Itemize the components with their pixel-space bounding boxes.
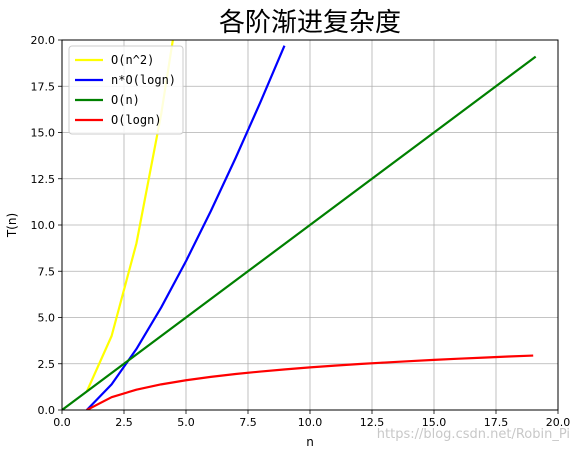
series-line-o-logn bbox=[86, 354, 534, 410]
y-tick-label: 12.5 bbox=[31, 173, 56, 186]
y-axis-label: T(n) bbox=[5, 213, 19, 238]
series-line-o-n bbox=[62, 55, 537, 410]
legend-label: n*O(logn) bbox=[111, 73, 176, 87]
legend-label: O(n) bbox=[111, 93, 140, 107]
x-tick-label: 5.0 bbox=[177, 416, 195, 429]
chart-title: 各阶渐进复杂度 bbox=[219, 8, 401, 38]
series-line-n-o-logn bbox=[86, 45, 286, 410]
legend: O(n^2) n*O(logn) O(n) O(logn) bbox=[68, 45, 184, 135]
x-tick-label: 12.5 bbox=[360, 416, 385, 429]
x-tick-label: 10.0 bbox=[298, 416, 323, 429]
x-tick-label: 0.0 bbox=[53, 416, 71, 429]
y-tick-label: 10.0 bbox=[31, 219, 56, 232]
y-tick-label: 20.0 bbox=[31, 34, 56, 47]
y-tick-label: 17.5 bbox=[31, 80, 56, 93]
y-tick-label: 0.0 bbox=[38, 404, 56, 417]
legend-label: O(logn) bbox=[111, 113, 162, 127]
x-tick-label: 7.5 bbox=[239, 416, 257, 429]
y-tick-label: 5.0 bbox=[38, 312, 56, 325]
ticks: 0.0 2.5 5.0 7.5 10.0 12.5 15.0 17.5 20.0 0.0 2.5 5.… bbox=[31, 34, 571, 429]
x-tick-label: 20.0 bbox=[546, 416, 571, 429]
y-tick-label: 2.5 bbox=[38, 358, 56, 371]
y-tick-label: 15.0 bbox=[31, 127, 56, 140]
x-tick-label: 15.0 bbox=[422, 416, 447, 429]
x-tick-label: 2.5 bbox=[115, 416, 133, 429]
watermark: https://blog.csdn.net/Robin_Pi bbox=[377, 427, 570, 442]
legend-label: O(n^2) bbox=[111, 53, 154, 67]
x-tick-label: 17.5 bbox=[484, 416, 509, 429]
legend-box bbox=[68, 45, 184, 135]
x-axis-label: n bbox=[306, 435, 314, 449]
y-tick-label: 7.5 bbox=[38, 265, 56, 278]
